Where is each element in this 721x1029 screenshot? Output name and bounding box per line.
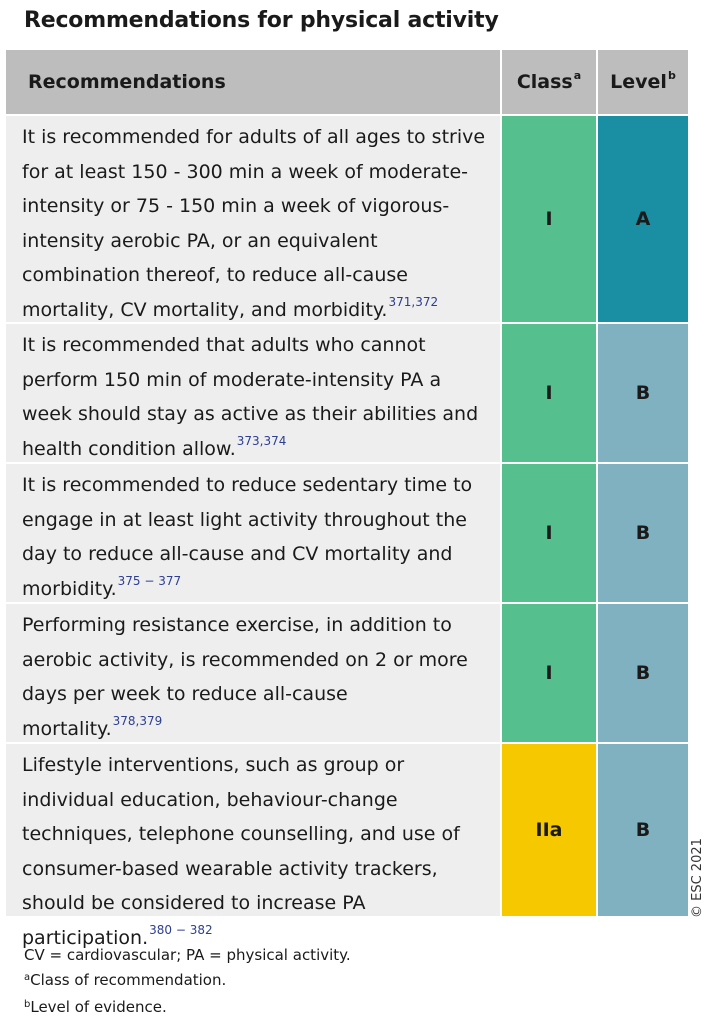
table-row: It is recommended for adults of all ages… [6,116,688,324]
table-row: It is recommended to reduce sedentary ti… [6,464,688,604]
level-cell: A [598,116,688,322]
header-recommendations-label: Recommendations [28,71,226,93]
recommendation-text: It is recommended for adults of all ages… [6,116,500,322]
table-row: Lifestyle interventions, such as group o… [6,744,688,949]
header-level-footnote-mark: b [667,68,676,82]
page-title: Recommendations for physical activity [24,8,499,33]
recommendations-table: Recommendations Class a Level b It is reco… [6,50,688,949]
level-cell: B [598,604,688,742]
table-row: Performing resistance exercise, in addit… [6,604,688,744]
reference-link[interactable]: 378,379 [112,713,163,728]
class-cell: I [502,116,596,322]
footnote-a-text: Class of recommendation. [30,971,227,989]
reference-link[interactable]: 373,374 [236,433,287,448]
class-cell: I [502,604,596,742]
header-recommendations: Recommendations [6,50,500,114]
class-cell: IIa [502,744,596,916]
recommendation-text: It is recommended to reduce sedentary ti… [6,464,500,602]
level-cell: B [598,744,688,916]
level-cell: B [598,324,688,462]
header-class: Class a [502,50,596,114]
recommendation-body: It is recommended for adults of all ages… [22,126,486,321]
reference-link[interactable]: 371,372 [388,294,439,309]
reference-link[interactable]: 375 − 377 [117,573,182,588]
recommendation-text: Lifestyle interventions, such as group o… [6,744,500,949]
recommendation-body: Lifestyle interventions, such as group o… [22,754,460,949]
abbreviations-note: CV = cardiovascular; PA = physical activ… [24,946,351,964]
header-class-footnote-mark: a [573,68,582,82]
footnote-b-text: Level of evidence. [30,998,167,1016]
footnote-b-mark: b [24,999,31,1010]
table-row: It is recommended that adults who cannot… [6,324,688,464]
copyright-notice: © ESC 2021 [690,838,705,918]
level-cell: B [598,464,688,602]
footnotes: CV = cardiovascular; PA = physical activ… [24,943,351,1022]
recommendation-body: Performing resistance exercise, in addit… [22,614,468,740]
recommendation-text: It is recommended that adults who cannot… [6,324,500,462]
class-cell: I [502,464,596,602]
footnote-b: bLevel of evidence. [24,995,351,1022]
header-level: Level b [598,50,688,114]
header-level-label: Level [610,71,667,93]
recommendation-body: It is recommended to reduce sedentary ti… [22,474,473,600]
table-header: Recommendations Class a Level b [6,50,688,116]
footnote-a-mark: a [24,972,31,983]
class-cell: I [502,324,596,462]
recommendation-body: It is recommended that adults who cannot… [22,334,479,460]
header-class-label: Class [516,71,573,93]
footnote-a: aClass of recommendation. [24,968,351,995]
recommendation-text: Performing resistance exercise, in addit… [6,604,500,742]
reference-link[interactable]: 380 − 382 [149,922,213,937]
